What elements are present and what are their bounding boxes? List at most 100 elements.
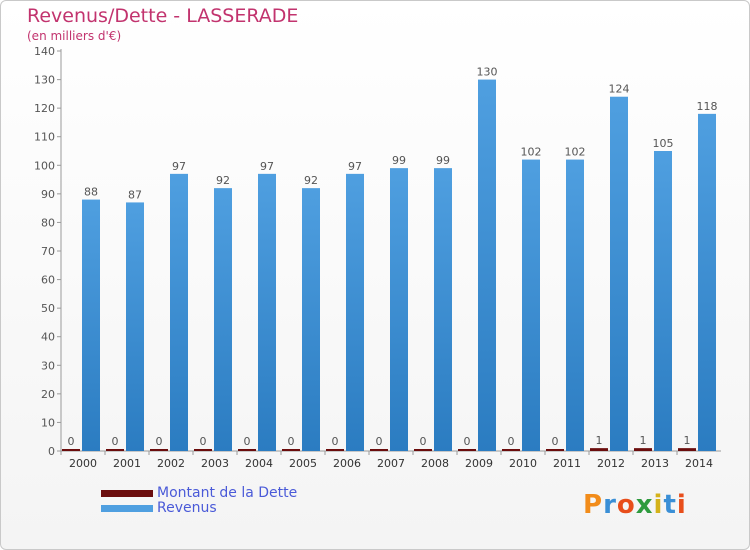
y-tick-label: 130 (34, 74, 55, 87)
bar-revenus (302, 188, 320, 451)
bar-revenus (434, 168, 452, 451)
x-tick-label: 2012 (597, 457, 625, 470)
data-label-revenus: 105 (653, 137, 674, 150)
y-tick-label: 50 (41, 302, 55, 315)
data-label-dette: 0 (420, 435, 427, 448)
y-tick-label: 30 (41, 359, 55, 372)
bar-revenus (610, 96, 628, 451)
bar-revenus (214, 188, 232, 451)
bar-revenus (522, 159, 540, 452)
bar-dette (282, 449, 300, 451)
bar-dette (502, 449, 520, 451)
bar-revenus (346, 173, 364, 451)
proxiti-logo: Proxiti (583, 490, 687, 520)
y-tick-label: 140 (34, 45, 55, 58)
legend-swatch-dette (101, 490, 153, 497)
y-tick-label: 100 (34, 159, 55, 172)
y-tick-label: 10 (41, 416, 55, 429)
data-label-revenus: 102 (565, 146, 586, 159)
data-label-revenus: 102 (521, 146, 542, 159)
data-label-revenus: 118 (697, 100, 718, 113)
data-label-revenus: 87 (128, 188, 142, 201)
data-label-dette: 0 (288, 435, 295, 448)
y-tick-label: 70 (41, 245, 55, 258)
logo-letter: i (653, 490, 664, 520)
data-label-revenus: 97 (348, 160, 362, 173)
bar-revenus (566, 159, 584, 452)
bar-dette (194, 449, 212, 451)
bar-revenus (698, 113, 716, 451)
legend-swatch-revenus (101, 505, 153, 512)
data-label-dette: 0 (156, 435, 163, 448)
y-tick-label: 120 (34, 102, 55, 115)
x-tick-label: 2010 (509, 457, 537, 470)
bar-dette (150, 449, 168, 451)
y-tick-label: 110 (34, 131, 55, 144)
data-label-revenus: 124 (609, 83, 630, 96)
y-tick-label: 90 (41, 188, 55, 201)
bar-dette (590, 448, 608, 451)
bar-revenus (126, 202, 144, 451)
data-label-dette: 0 (464, 435, 471, 448)
x-tick-label: 2014 (685, 457, 713, 470)
legend-label-revenus: Revenus (157, 500, 217, 516)
data-label-dette: 0 (376, 435, 383, 448)
data-label-dette: 1 (684, 434, 691, 447)
data-label-revenus: 99 (436, 154, 450, 167)
bar-dette (370, 449, 388, 451)
logo-letter: x (635, 490, 654, 520)
bar-dette (634, 448, 652, 451)
logo-letter: o (616, 490, 636, 520)
bar-dette (326, 449, 344, 451)
data-label-dette: 0 (200, 435, 207, 448)
x-tick-label: 2000 (69, 457, 97, 470)
bar-dette (546, 449, 564, 451)
bar-dette (62, 449, 80, 451)
x-tick-label: 2011 (553, 457, 581, 470)
bar-revenus (390, 168, 408, 451)
chart-title: Revenus/Dette - LASSERADE (27, 5, 299, 27)
x-tick-label: 2005 (289, 457, 317, 470)
data-label-dette: 0 (332, 435, 339, 448)
data-label-dette: 0 (552, 435, 559, 448)
bar-dette (678, 448, 696, 451)
data-label-dette: 0 (508, 435, 515, 448)
x-tick-label: 2003 (201, 457, 229, 470)
y-tick-label: 20 (41, 388, 55, 401)
y-tick-label: 0 (48, 445, 55, 458)
data-label-revenus: 88 (84, 186, 98, 199)
x-tick-label: 2008 (421, 457, 449, 470)
x-tick-label: 2001 (113, 457, 141, 470)
data-label-revenus: 99 (392, 154, 406, 167)
x-tick-label: 2002 (157, 457, 185, 470)
data-label-dette: 1 (640, 434, 647, 447)
x-tick-label: 2004 (245, 457, 273, 470)
data-label-revenus: 130 (477, 66, 498, 79)
data-label-dette: 0 (68, 435, 75, 448)
data-label-revenus: 92 (216, 174, 230, 187)
data-label-revenus: 97 (260, 160, 274, 173)
x-tick-label: 2006 (333, 457, 361, 470)
logo-letter: P (583, 490, 604, 520)
bar-dette (458, 449, 476, 451)
y-tick-label: 80 (41, 216, 55, 229)
bar-revenus (170, 173, 188, 451)
bar-revenus (654, 151, 672, 451)
legend-label-dette: Montant de la Dette (157, 485, 298, 501)
bar-dette (106, 449, 124, 451)
logo-letter: i (676, 490, 687, 520)
y-tick-label: 60 (41, 274, 55, 287)
y-tick-label: 40 (41, 331, 55, 344)
data-label-revenus: 92 (304, 174, 318, 187)
x-tick-label: 2009 (465, 457, 493, 470)
logo-letter: t (663, 490, 677, 520)
x-tick-label: 2013 (641, 457, 669, 470)
bar-revenus (478, 79, 496, 452)
data-label-dette: 0 (244, 435, 251, 448)
data-label-dette: 0 (112, 435, 119, 448)
logo-letter: r (603, 490, 617, 520)
bar-dette (238, 449, 256, 451)
data-label-dette: 1 (596, 434, 603, 447)
